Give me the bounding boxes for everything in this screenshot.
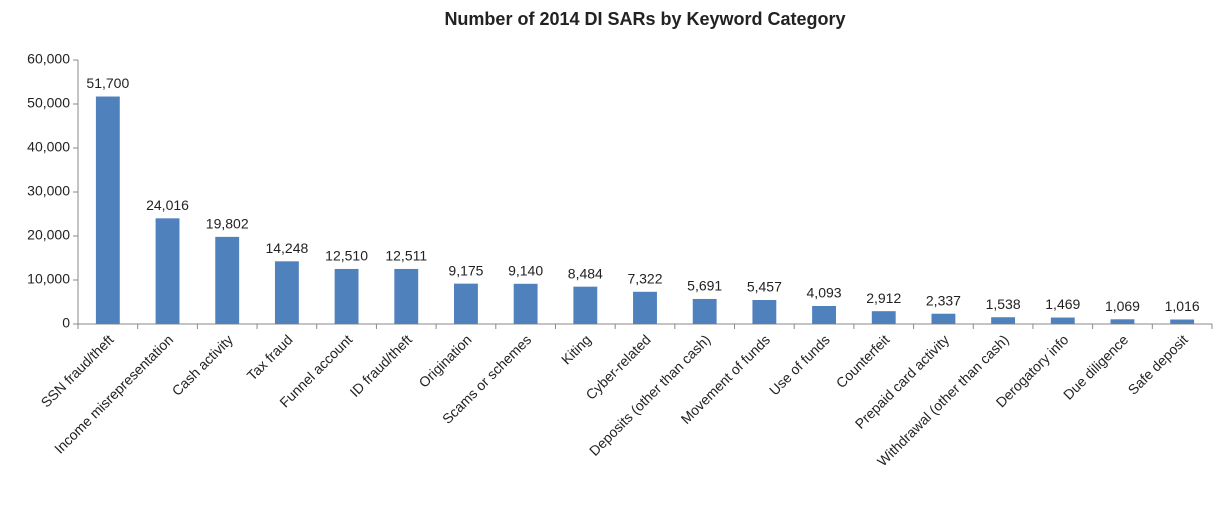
x-tick-label: Deposits (other than cash): [586, 331, 713, 458]
bar: [633, 291, 657, 324]
chart-title: Number of 2014 DI SARs by Keyword Catego…: [444, 9, 845, 29]
data-label: 2,337: [926, 292, 961, 308]
y-tick-label: 30,000: [27, 183, 70, 199]
y-tick-label: 50,000: [27, 95, 70, 111]
x-tick-label: Withdrawal (other than cash): [874, 331, 1012, 469]
data-label: 1,469: [1045, 296, 1080, 312]
bar: [991, 317, 1016, 324]
bar: [752, 299, 777, 324]
y-tick-label: 40,000: [27, 139, 70, 155]
data-label: 9,175: [448, 262, 483, 278]
bar: [573, 286, 598, 324]
bar: [812, 305, 836, 324]
bar: [1110, 319, 1135, 324]
data-label: 1,016: [1165, 298, 1200, 314]
bar: [95, 96, 120, 325]
data-label: 12,511: [385, 248, 427, 264]
data-label: 24,016: [146, 197, 189, 213]
bar: [931, 313, 956, 324]
x-tick-label: ID fraud/theft: [346, 331, 415, 400]
bar: [274, 261, 299, 324]
bar: [871, 311, 896, 324]
data-label: 4,093: [807, 285, 842, 301]
bar: [1170, 319, 1195, 324]
x-tick-label: Income misrepresentation: [51, 331, 176, 456]
bar: [334, 268, 359, 324]
bar: [454, 283, 478, 324]
data-label: 19,802: [206, 216, 249, 232]
y-tick-label: 20,000: [27, 227, 70, 243]
y-tick-label: 10,000: [27, 271, 70, 287]
bar: [692, 298, 717, 324]
data-label: 1,538: [986, 296, 1021, 312]
x-tick-label: Tax fraud: [244, 331, 296, 383]
data-label: 5,691: [687, 278, 722, 294]
data-label: 14,248: [265, 240, 308, 256]
data-label: 5,457: [747, 279, 782, 295]
data-label: 9,140: [508, 262, 543, 278]
x-tick-label: Cash activity: [169, 331, 236, 398]
x-tick-label: Kiting: [558, 331, 594, 367]
x-tick-label: Safe deposit: [1125, 331, 1191, 397]
y-tick-label: 60,000: [27, 51, 70, 67]
bar: [155, 218, 180, 324]
y-tick-label: 0: [62, 315, 70, 331]
data-label: 8,484: [568, 265, 603, 281]
data-label: 12,510: [325, 248, 368, 264]
bar: [394, 268, 419, 324]
data-label: 1,069: [1105, 298, 1140, 314]
x-tick-label: Use of funds: [766, 331, 833, 398]
bar: [215, 236, 240, 324]
data-label: 7,322: [627, 270, 662, 286]
bar: [1050, 317, 1075, 324]
x-tick-label: Counterfeit: [833, 331, 893, 391]
data-label: 51,700: [86, 75, 129, 91]
x-tick-label: Origination: [416, 331, 475, 390]
bar: [513, 283, 538, 324]
data-label: 2,912: [866, 290, 901, 306]
